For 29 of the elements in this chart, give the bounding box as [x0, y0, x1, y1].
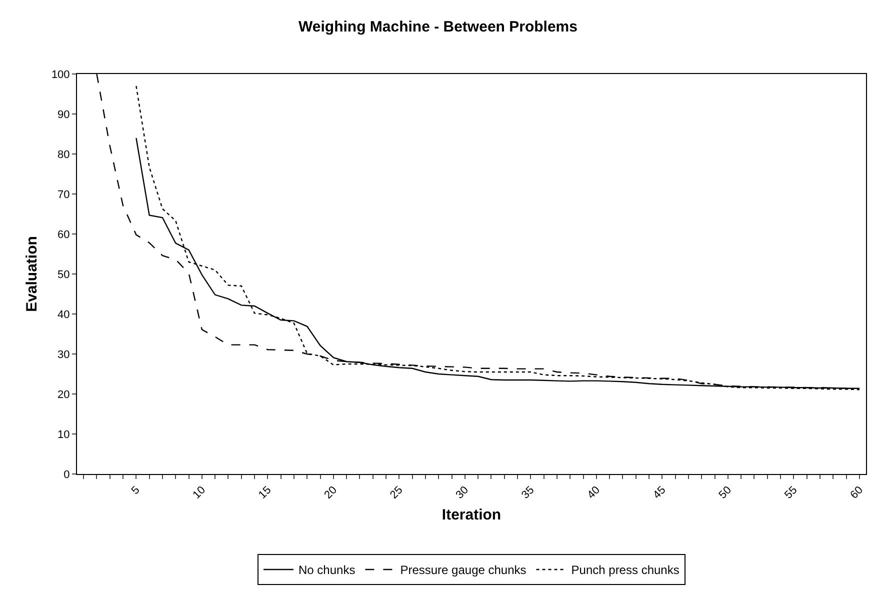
chart-title: Weighing Machine - Between Problems — [298, 18, 578, 36]
legend-label: Pressure gauge chunks — [400, 563, 526, 578]
x-tick-label: 40 — [585, 484, 602, 502]
y-tick-label: 90 — [58, 108, 70, 121]
y-tick-label: 20 — [58, 388, 70, 401]
x-tick-label: 25 — [388, 484, 406, 502]
x-tick-label: 55 — [782, 484, 800, 502]
x-tick-label: 60 — [848, 484, 866, 502]
y-tick-label: 70 — [58, 188, 70, 201]
y-tick-label: 50 — [58, 268, 70, 281]
y-tick-label: 40 — [58, 308, 70, 321]
legend-label: Punch press chunks — [571, 563, 680, 578]
y-tick-label: 80 — [58, 148, 70, 161]
x-tick-label: 20 — [322, 484, 340, 502]
y-tick-label: 30 — [58, 348, 70, 361]
y-axis-title: Evaluation — [24, 236, 41, 312]
x-tick-label: 35 — [520, 484, 537, 502]
y-tick-label: 60 — [58, 228, 70, 241]
x-tick-label: 45 — [651, 484, 668, 502]
y-tick-label: 10 — [58, 428, 70, 441]
x-tick-label: 10 — [190, 484, 208, 502]
y-tick-label: 0 — [64, 468, 70, 481]
x-tick-label: 5 — [129, 484, 142, 498]
x-tick-label: 15 — [256, 484, 274, 502]
legend-label: No chunks — [298, 563, 356, 578]
y-tick-label: 100 — [51, 68, 70, 81]
x-tick-label: 50 — [716, 484, 734, 502]
x-tick-label: 30 — [454, 484, 471, 502]
x-axis-title: Iteration — [442, 506, 502, 524]
